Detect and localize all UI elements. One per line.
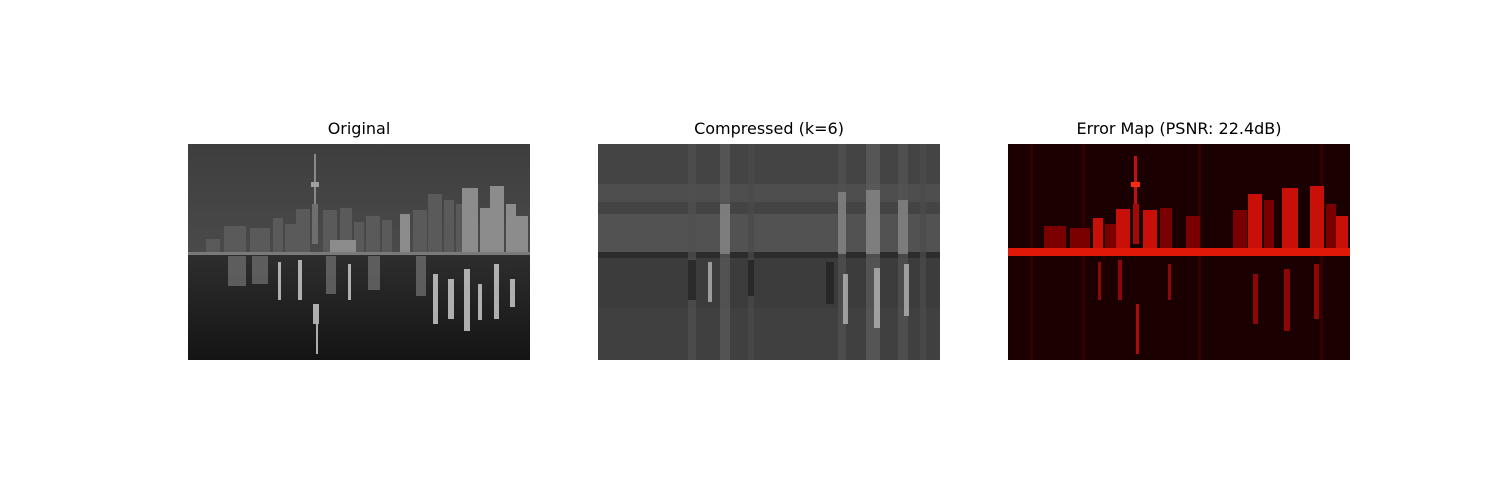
- original-title: Original: [327, 119, 391, 138]
- compressed-image: [598, 144, 940, 360]
- compressed-panel: Compressed (k=6): [598, 116, 940, 360]
- error-map-image: [1008, 144, 1350, 360]
- compressed-title: Compressed (k=6): [694, 119, 844, 138]
- error-map-panel: Error Map (PSNR: 22.4dB): [1008, 116, 1350, 360]
- original-panel: Original: [188, 116, 530, 360]
- original-image: [188, 144, 530, 360]
- error-map-title: Error Map (PSNR: 22.4dB): [1076, 119, 1282, 138]
